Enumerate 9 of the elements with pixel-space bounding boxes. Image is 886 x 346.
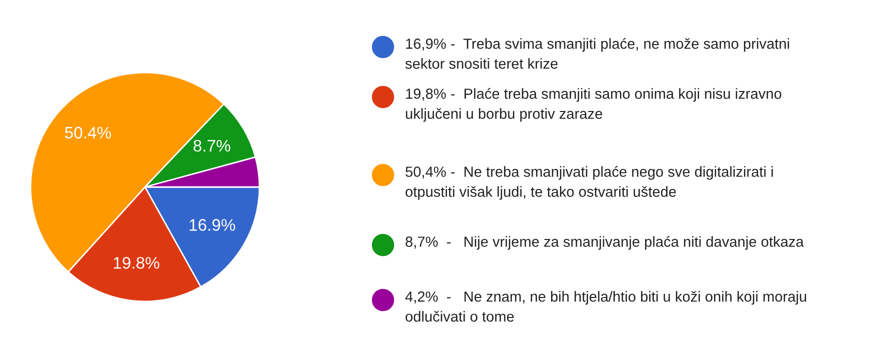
data-label: 8.7% (194, 140, 230, 152)
legend-label: 19,8% - Plaće treba smanjiti samo onima koji nisu izravno uključeni u borbu protiv zaraze (406, 88, 782, 122)
legend-label: 16,9% - Treba svima smanjiti plaće, ne može samo privatni sektor snositi teret krize (405, 38, 790, 69)
data-label: 19.8% (114, 256, 160, 269)
legend-label: 4,2% - Ne znam, ne bih htjela/htio biti u koži onih koji moraju odlučivati o tome (405, 291, 806, 322)
data-label: 16.9% (190, 219, 236, 231)
data-label: 50.4% (65, 126, 111, 139)
legend-label: 50,4% - Ne treba smanjivati plaće nego sve digitalizirati i otpustiti višak ljudi, te tako ostvariti uštede (406, 166, 773, 200)
legend-label: 8,7% - Nije vrijeme za smanjivanje plaća niti davanje otkaza (406, 236, 804, 250)
